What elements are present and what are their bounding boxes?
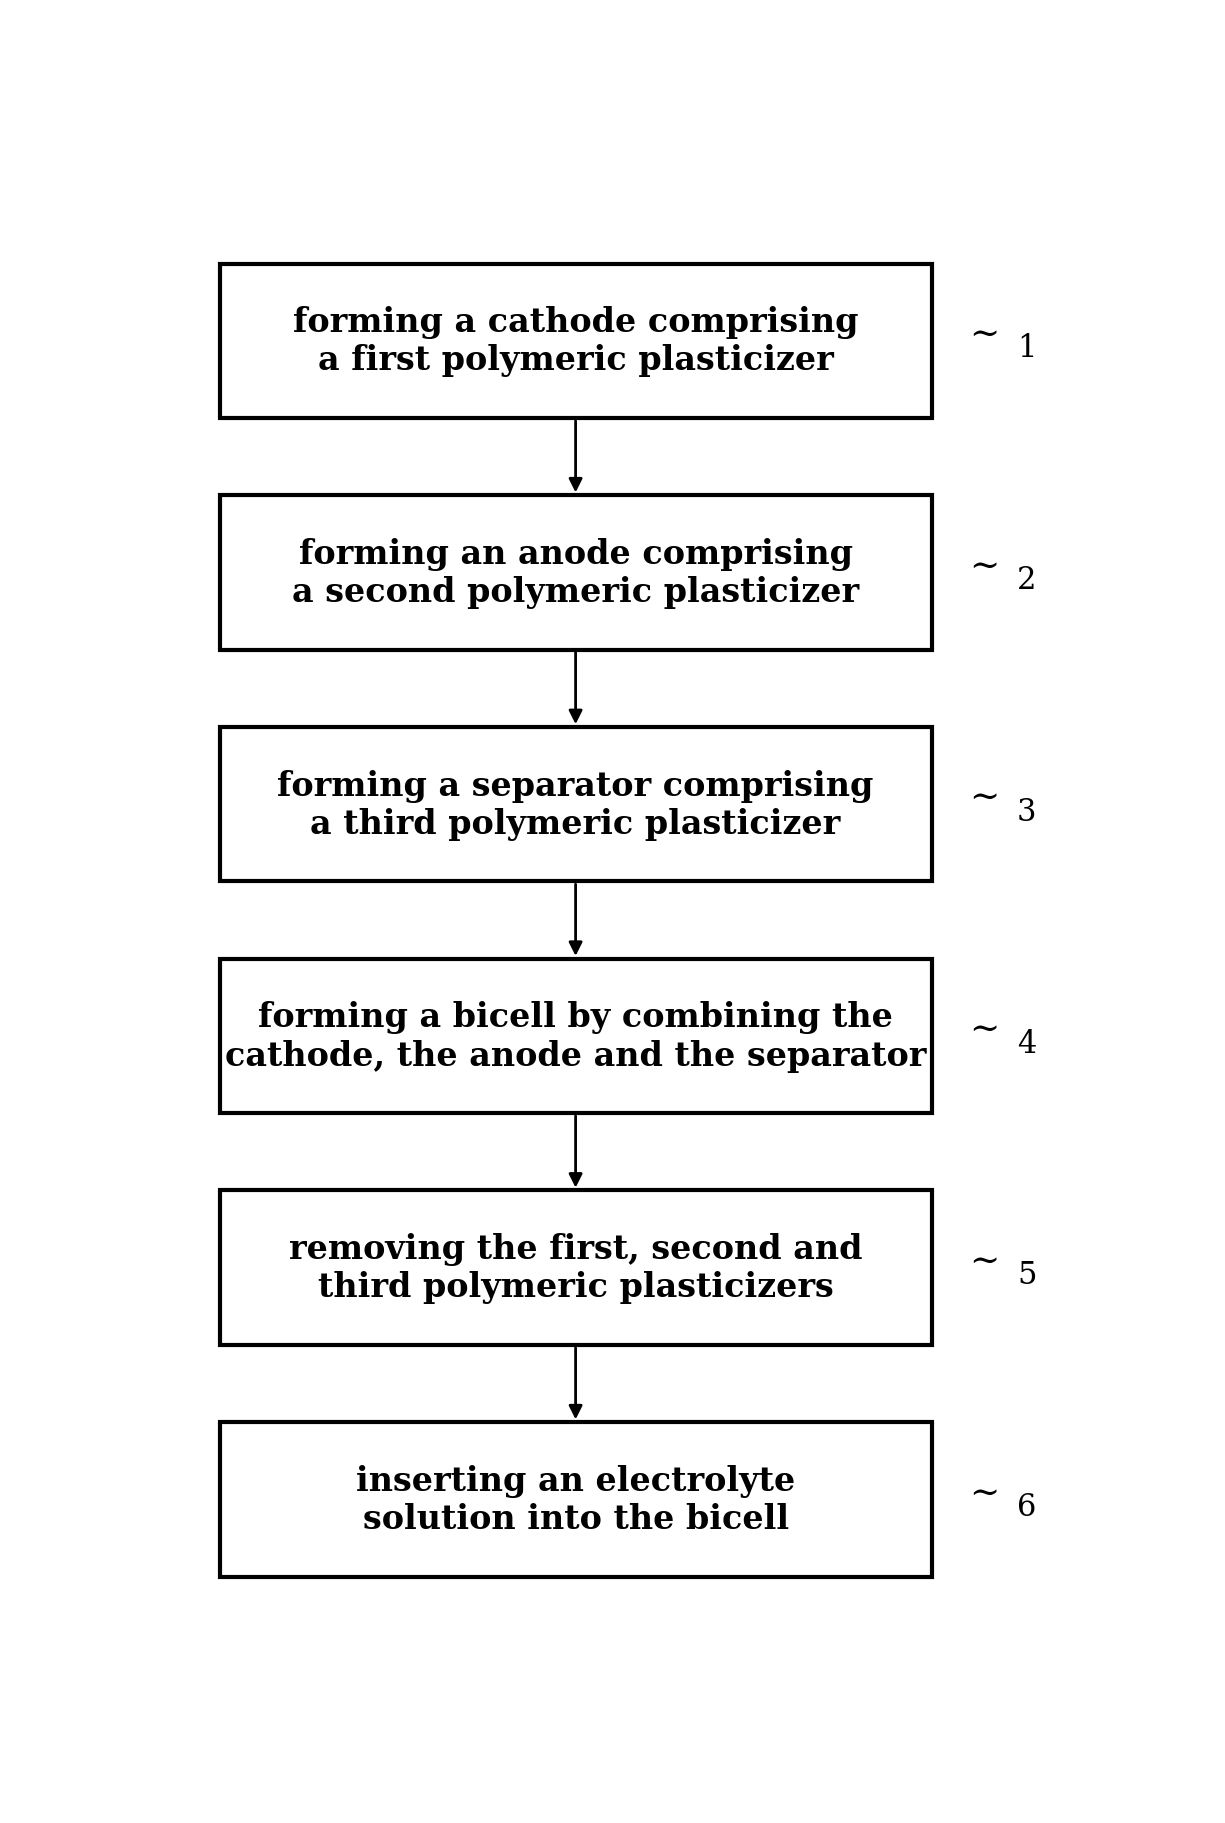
Text: 1: 1 [1017, 334, 1036, 365]
Text: ∼: ∼ [970, 317, 1000, 352]
FancyBboxPatch shape [219, 959, 932, 1114]
Text: 5: 5 [1017, 1260, 1036, 1291]
FancyBboxPatch shape [219, 264, 932, 419]
Text: ∼: ∼ [970, 1475, 1000, 1509]
FancyBboxPatch shape [219, 496, 932, 651]
Text: ∼: ∼ [970, 1012, 1000, 1046]
Text: 3: 3 [1017, 797, 1036, 828]
Text: ∼: ∼ [970, 1243, 1000, 1278]
Text: forming a cathode comprising
a first polymeric plasticizer: forming a cathode comprising a first pol… [293, 306, 859, 377]
FancyBboxPatch shape [219, 1190, 932, 1345]
Text: 6: 6 [1017, 1491, 1036, 1522]
Text: forming a bicell by combining the
cathode, the anode and the separator: forming a bicell by combining the cathod… [225, 1001, 926, 1072]
Text: 2: 2 [1017, 565, 1036, 596]
Text: forming an anode comprising
a second polymeric plasticizer: forming an anode comprising a second pol… [292, 538, 859, 609]
Text: 4: 4 [1017, 1028, 1036, 1059]
Text: ∼: ∼ [970, 549, 1000, 583]
Text: forming a separator comprising
a third polymeric plasticizer: forming a separator comprising a third p… [277, 769, 873, 840]
FancyBboxPatch shape [219, 1422, 932, 1577]
Text: ∼: ∼ [970, 780, 1000, 815]
Text: inserting an electrolyte
solution into the bicell: inserting an electrolyte solution into t… [356, 1464, 795, 1535]
Text: removing the first, second and
third polymeric plasticizers: removing the first, second and third pol… [289, 1232, 862, 1303]
FancyBboxPatch shape [219, 727, 932, 882]
